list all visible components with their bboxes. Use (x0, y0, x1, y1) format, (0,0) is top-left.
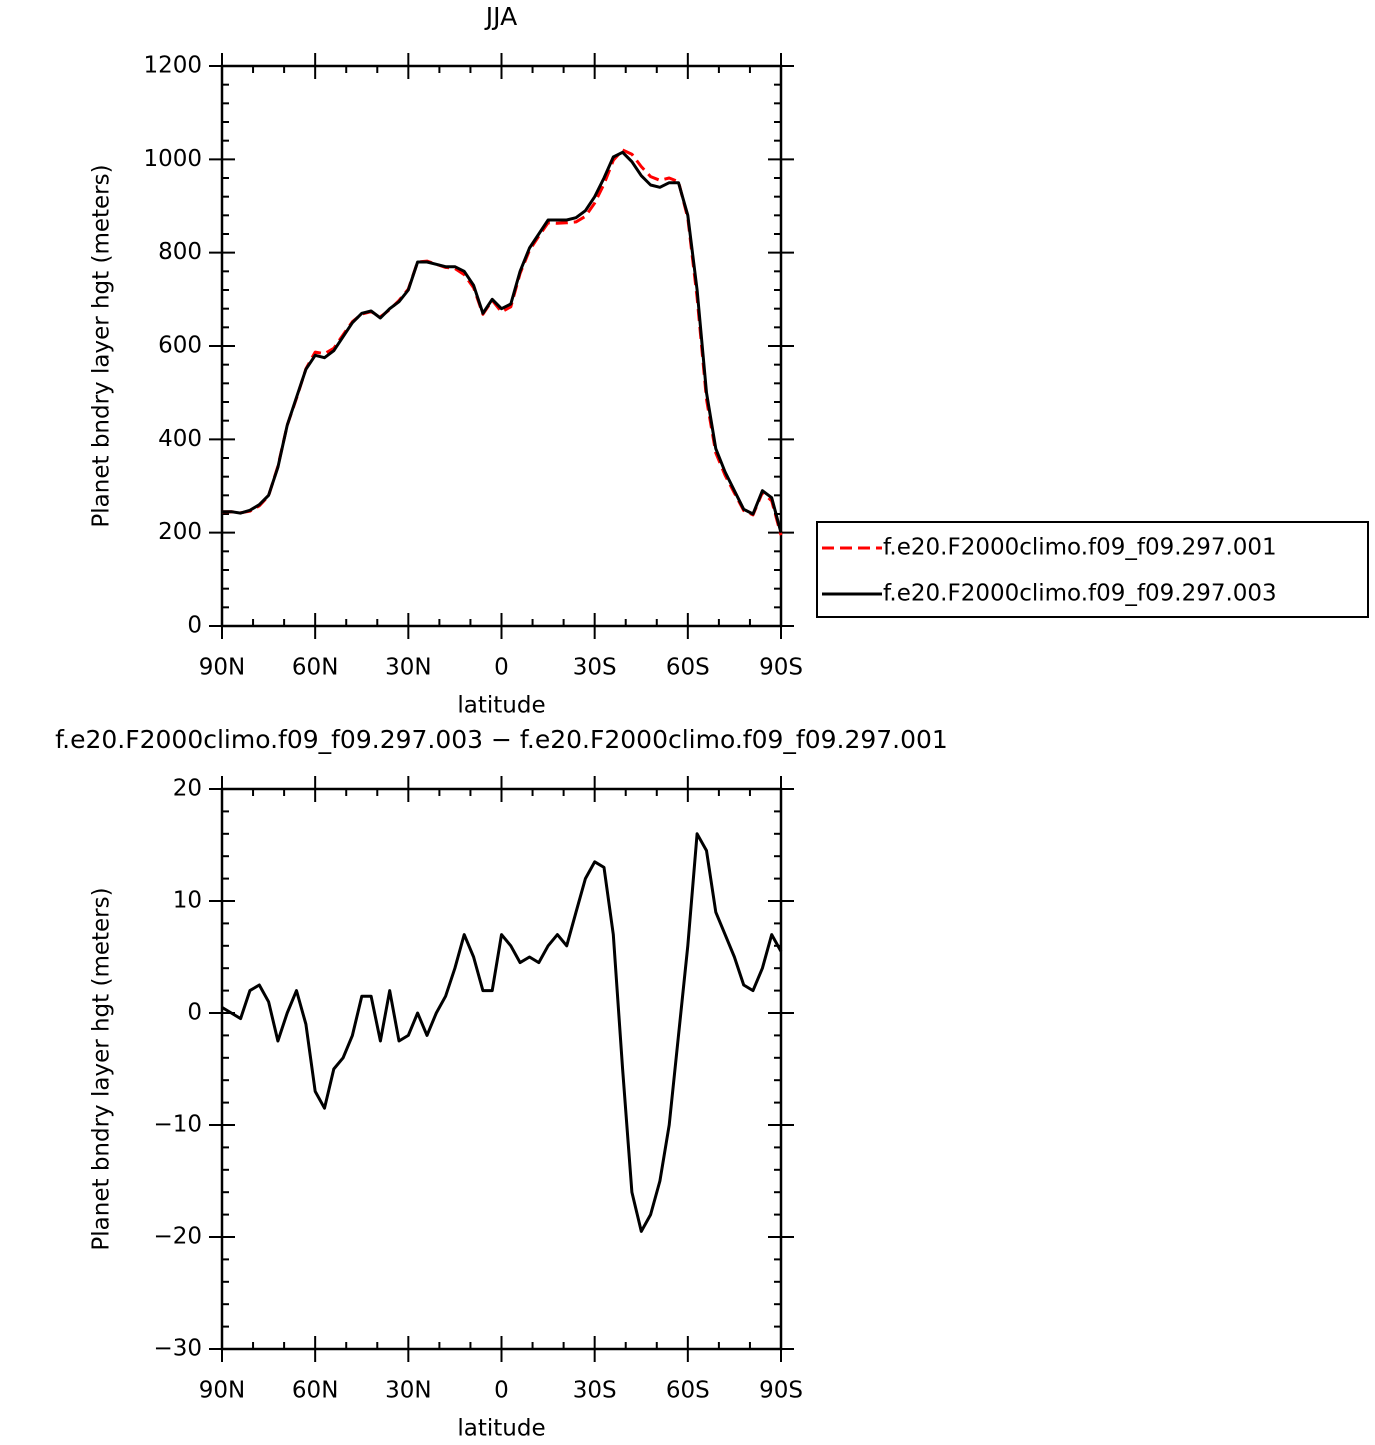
x-axis-label: latitude (457, 1416, 545, 1442)
y-tick-label: 0 (187, 613, 202, 639)
legend-label: f.e20.F2000climo.f09_f09.297.003 (883, 581, 1277, 607)
x-tick-label: 30N (385, 1378, 431, 1404)
y-tick-label: −30 (153, 1336, 202, 1362)
legend-label: f.e20.F2000climo.f09_f09.297.001 (883, 535, 1277, 561)
x-tick-label: 60S (666, 655, 710, 681)
y-tick-label: 1000 (143, 146, 202, 172)
series-line (222, 150, 783, 534)
x-tick-label: 0 (494, 655, 509, 681)
y-axis-label: Planet bndry layer hgt (meters) (89, 164, 115, 527)
y-tick-label: 10 (173, 888, 202, 914)
chart-title: f.e20.F2000climo.f09_f09.297.003 − f.e20… (55, 725, 948, 754)
series-line (221, 832, 783, 1233)
y-tick-label: 400 (158, 426, 202, 452)
x-tick-label: 30N (385, 655, 431, 681)
x-tick-label: 90S (759, 655, 803, 681)
x-tick-label: 90N (199, 1378, 245, 1404)
x-tick-label: 90N (199, 655, 245, 681)
x-tick-label: 60N (292, 655, 338, 681)
x-tick-label: 30S (573, 1378, 617, 1404)
y-tick-label: 800 (158, 239, 202, 265)
y-tick-label: −20 (153, 1224, 202, 1250)
y-tick-label: −10 (153, 1112, 202, 1138)
y-tick-label: 600 (158, 333, 202, 359)
x-tick-label: 90S (759, 1378, 803, 1404)
y-tick-label: 200 (158, 519, 202, 545)
plot-frame (220, 787, 783, 1351)
x-tick-label: 30S (573, 655, 617, 681)
plot-frame (220, 64, 783, 628)
x-axis-label: latitude (457, 693, 545, 719)
chart-title: JJA (484, 2, 517, 31)
y-tick-label: 0 (187, 1000, 202, 1026)
x-tick-label: 0 (494, 1378, 509, 1404)
x-tick-label: 60N (292, 1378, 338, 1404)
legend-box (816, 521, 1369, 618)
series-line (221, 148, 783, 536)
y-tick-label: 1200 (143, 53, 202, 79)
y-axis-label: Planet bndry layer hgt (meters) (89, 887, 115, 1250)
y-tick-label: 20 (173, 776, 202, 802)
x-tick-label: 60S (666, 1378, 710, 1404)
